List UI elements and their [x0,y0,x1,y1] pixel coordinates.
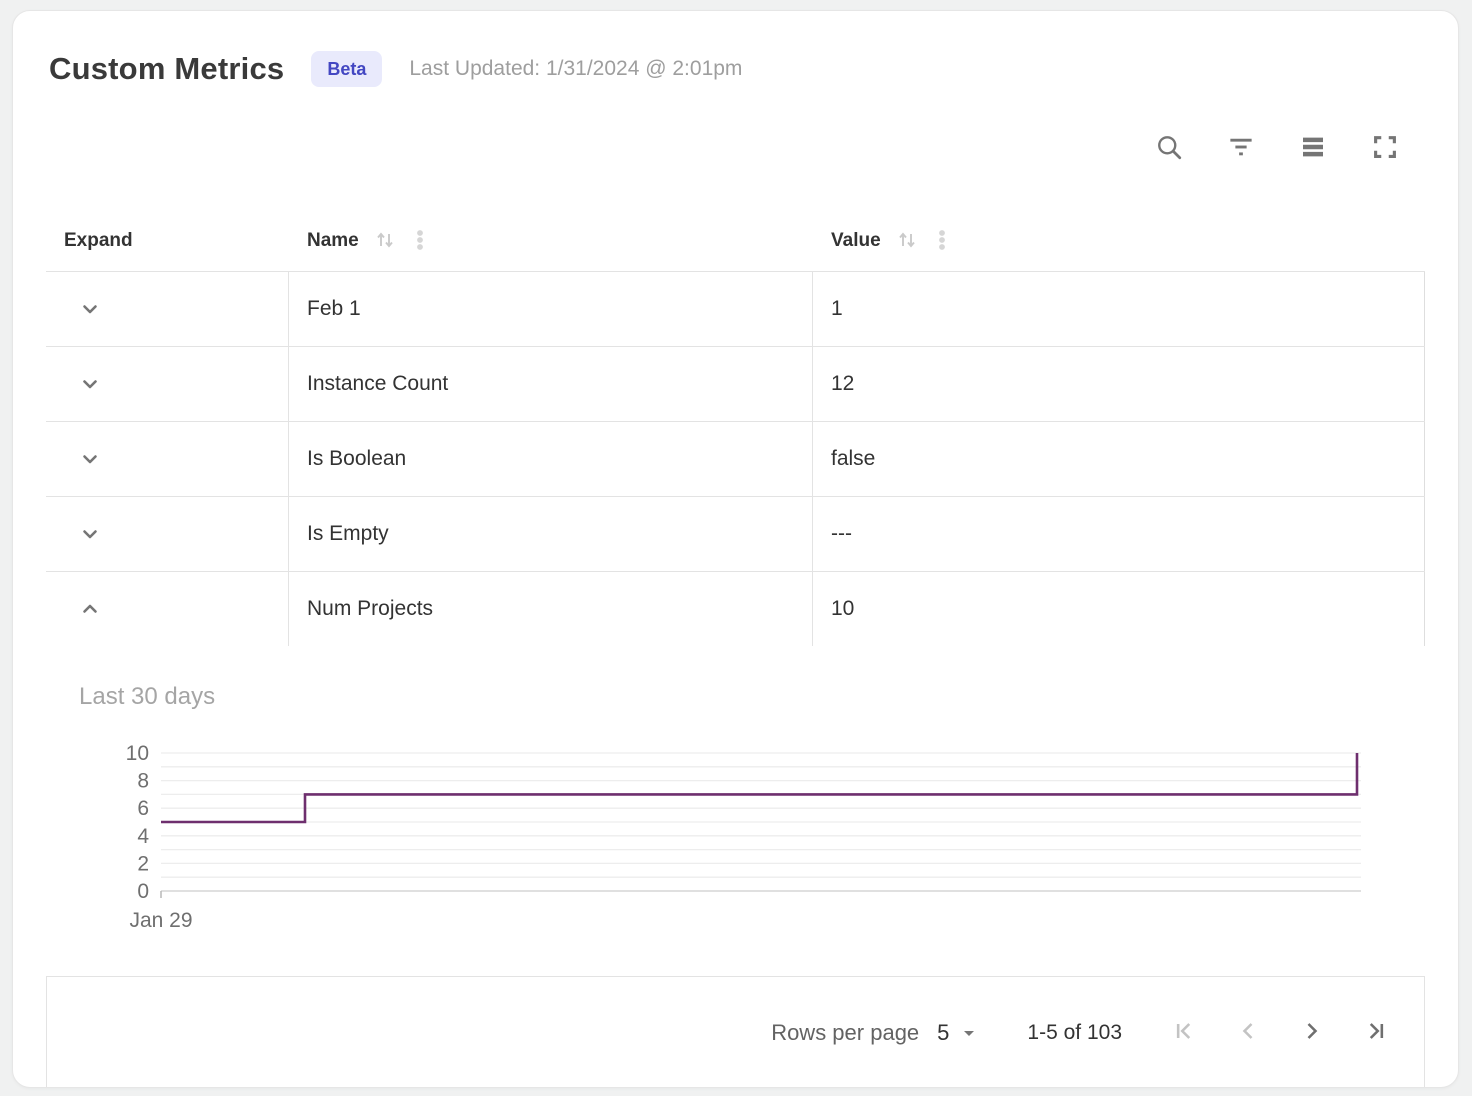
svg-text:2: 2 [137,852,149,875]
metric-name-cell: Is Boolean [289,422,813,496]
rows-per-page-value: 5 [937,1019,950,1045]
metric-value-cell: 10 [813,572,1425,646]
table-row: Is Boolean false [46,422,1425,497]
expand-row-button[interactable] [72,291,108,327]
table-row: Instance Count 12 [46,347,1425,422]
chevron-down-icon [83,530,97,539]
density-icon[interactable] [1298,132,1328,165]
first-page-button[interactable] [1170,1017,1198,1048]
chevron-down-icon [964,1030,975,1036]
sort-icon[interactable] [373,228,397,255]
metric-value-cell: 12 [813,347,1425,421]
svg-text:6: 6 [137,797,149,820]
row-detail-panel: Last 30 days 0 2 4 6 8 10 Jan 29 [13,646,1458,976]
rows-per-page-select[interactable]: 5 [937,1020,981,1046]
chevron-down-icon [83,380,97,389]
grid-toolbar [1154,132,1400,165]
custom-metrics-card: Custom Metrics Beta Last Updated: 1/31/2… [12,10,1459,1088]
column-header-expand: Expand [46,230,289,252]
search-icon[interactable] [1154,132,1184,165]
metric-name-cell: Num Projects [289,572,813,646]
last-page-button[interactable] [1362,1017,1390,1048]
column-menu-icon[interactable] [409,227,431,256]
previous-page-button[interactable] [1234,1017,1262,1048]
table-row: Is Empty --- [46,497,1425,572]
column-label: Name [307,230,359,251]
chevron-left-icon [1242,1023,1253,1039]
column-label: Value [831,230,881,251]
pagination-controls [1170,1017,1390,1048]
metric-value-cell: false [813,422,1425,496]
last-updated-text: Last Updated: 1/31/2024 @ 2:01pm [409,57,743,80]
metric-name-cell: Feb 1 [289,272,813,346]
beta-badge: Beta [311,51,383,87]
svg-text:0: 0 [137,880,149,903]
metrics-table: Expand Name Value [46,211,1425,647]
sort-icon[interactable] [895,228,919,255]
table-footer: Rows per page 5 1-5 of 103 [46,976,1425,1087]
first-page-icon [1176,1023,1191,1039]
chevron-up-icon [83,604,97,613]
metric-value-cell: 1 [813,272,1425,346]
column-menu-icon[interactable] [931,227,953,256]
column-header-name[interactable]: Name [289,227,813,256]
svg-text:10: 10 [126,742,149,765]
metric-name-cell: Instance Count [289,347,813,421]
svg-text:4: 4 [137,825,149,848]
table-row: Feb 1 1 [46,272,1425,347]
svg-text:8: 8 [137,770,149,793]
table-body: Feb 1 1 Instance Count 12 Is Boole [46,271,1425,647]
filter-icon[interactable] [1226,132,1256,165]
page-header: Custom Metrics Beta Last Updated: 1/31/2… [49,51,742,87]
table-header-row: Expand Name Value [46,211,1425,271]
column-header-value[interactable]: Value [813,227,1425,256]
last-page-icon [1369,1023,1384,1039]
expand-row-button[interactable] [72,366,108,402]
metric-name-cell: Is Empty [289,497,813,571]
svg-text:Jan 29: Jan 29 [129,909,192,932]
chart-title: Last 30 days [79,683,216,710]
chevron-right-icon [1307,1023,1318,1039]
column-label: Expand [64,230,133,251]
chevron-down-icon [83,305,97,314]
metric-history-chart: 0 2 4 6 8 10 Jan 29 [126,742,1361,932]
pagination-range-label: 1-5 of 103 [1027,1020,1122,1044]
metric-value-cell: --- [813,497,1425,571]
chevron-down-icon [83,455,97,464]
expand-row-button[interactable] [72,516,108,552]
rows-per-page-label: Rows per page [771,1019,920,1045]
fullscreen-icon[interactable] [1370,132,1400,165]
table-row: Num Projects 10 [46,572,1425,647]
expand-row-button[interactable] [72,441,108,477]
page-title: Custom Metrics [49,51,285,86]
collapse-row-button[interactable] [72,591,108,627]
next-page-button[interactable] [1298,1017,1326,1048]
